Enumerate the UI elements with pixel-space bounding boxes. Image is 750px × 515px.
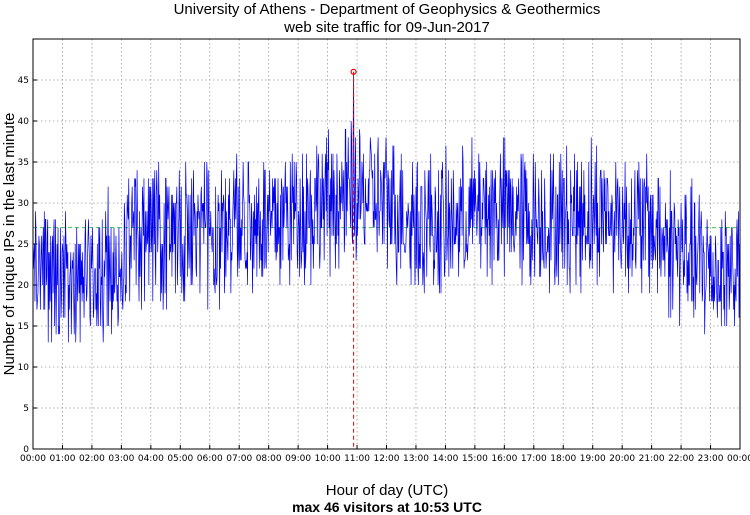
- x-tick-labels: 00:00 01:00 02:00 03:00 04:00 05:00 06:00 07:00…: [20, 454, 750, 464]
- x-tick-label: 08:00: [256, 454, 282, 464]
- y-tick-label: 30: [18, 199, 30, 209]
- max-visitors-footer: max 46 visitors at 10:53 UTC: [292, 499, 482, 515]
- x-tick-label: 15:00: [462, 454, 488, 464]
- y-tick-label: 20: [18, 281, 30, 291]
- max-point-marker: [350, 68, 357, 75]
- x-tick-label: 04:00: [138, 454, 164, 464]
- x-tick-label: 00:00: [20, 454, 46, 464]
- x-tick-label: 12:00: [374, 454, 400, 464]
- max-marker-group: [350, 68, 357, 449]
- y-tick-labels: 0 5 10 15 20 25 30 35 40 45: [18, 76, 30, 455]
- x-tick-label: 00:00: [727, 454, 750, 464]
- x-tick-label: 05:00: [167, 454, 193, 464]
- x-tick-label: 11:00: [344, 454, 370, 464]
- x-tick-label: 21:00: [639, 454, 665, 464]
- y-tick-label: 0: [23, 445, 29, 455]
- x-tick-label: 01:00: [49, 454, 75, 464]
- x-tick-label: 23:00: [698, 454, 724, 464]
- plot-frame: [32, 38, 741, 450]
- traffic-series-line: [32, 71, 740, 343]
- x-tick-label: 10:00: [315, 454, 341, 464]
- x-tick-label: 03:00: [108, 454, 134, 464]
- x-tick-label: 16:00: [491, 454, 517, 464]
- y-tick-label: 25: [18, 240, 29, 250]
- y-tick-label: 35: [18, 158, 29, 168]
- chart-subtitle: web site traffic for 09-Jun-2017: [283, 19, 490, 36]
- x-tick-label: 07:00: [226, 454, 252, 464]
- x-tick-label: 14:00: [432, 454, 458, 464]
- x-tick-label: 02:00: [79, 454, 105, 464]
- y-tick-label: 45: [18, 76, 29, 86]
- y-tick-label: 40: [18, 117, 30, 127]
- y-tick-label: 5: [23, 404, 29, 414]
- y-tick-label: 10: [18, 363, 30, 373]
- x-tick-label: 09:00: [285, 454, 311, 464]
- chart-title: University of Athens - Department of Geo…: [174, 1, 601, 18]
- x-tick-label: 06:00: [197, 454, 223, 464]
- series-group: [32, 71, 740, 343]
- x-tick-label: 17:00: [521, 454, 547, 464]
- y-tick-label: 15: [18, 322, 29, 332]
- y-axis-label: Number of unique IPs in the last minute: [1, 113, 18, 376]
- x-tick-label: 13:00: [403, 454, 429, 464]
- x-tick-label: 22:00: [668, 454, 694, 464]
- x-tick-label: 19:00: [580, 454, 606, 464]
- x-tick-label: 18:00: [550, 454, 576, 464]
- x-axis-label: Hour of day (UTC): [326, 482, 449, 499]
- x-tick-label: 20:00: [609, 454, 635, 464]
